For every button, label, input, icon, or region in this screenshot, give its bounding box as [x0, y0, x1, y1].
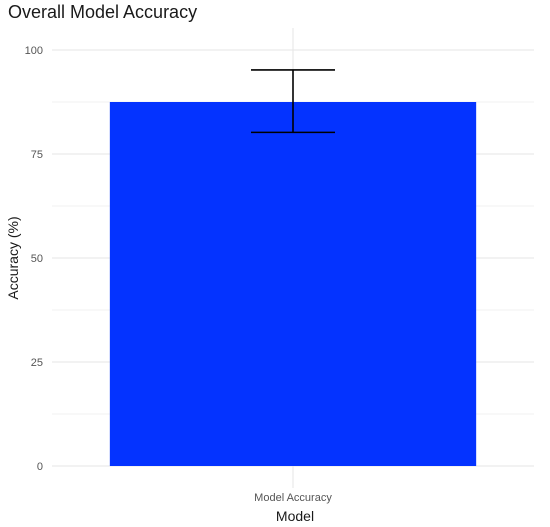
y-tick-label: 25 — [31, 357, 43, 369]
tick-label-layer: 0 25 50 75 100 Model Accuracy — [25, 45, 333, 504]
y-tick-label: 50 — [31, 253, 43, 265]
error-bar — [251, 69, 335, 134]
bar — [109, 102, 477, 466]
x-axis-label: Model — [275, 508, 315, 524]
bar-layer — [109, 102, 477, 466]
error-bar-layer — [251, 69, 335, 134]
y-tick-label: 75 — [31, 149, 43, 161]
chart-title: Overall Model Accuracy — [8, 2, 198, 22]
x-tick-label: Model Accuracy — [254, 492, 332, 504]
y-tick-label: 100 — [25, 45, 43, 57]
y-tick-label: 0 — [37, 461, 43, 473]
